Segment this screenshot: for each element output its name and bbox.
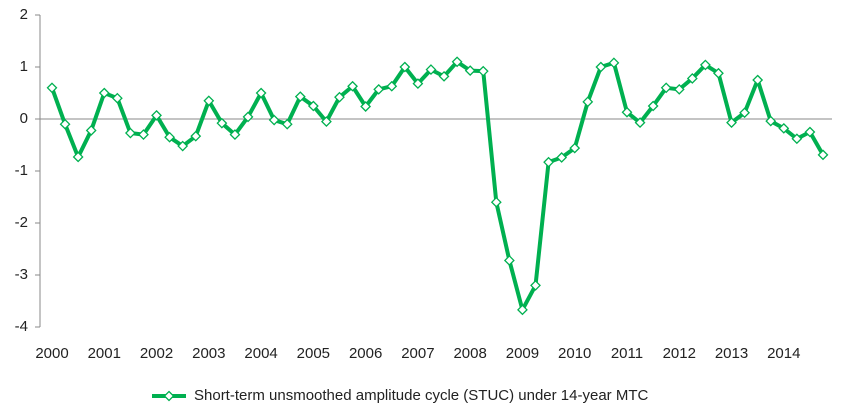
marker: [791, 133, 803, 145]
marker: [203, 95, 215, 107]
y-tick-label: 0: [20, 110, 28, 127]
marker: [111, 92, 123, 104]
marker: [386, 80, 398, 92]
marker: [177, 140, 189, 152]
marker: [425, 64, 437, 76]
marker: [464, 65, 476, 77]
marker: [752, 74, 764, 86]
x-tick-label: 2005: [297, 345, 330, 362]
y-tick-label: -2: [15, 214, 28, 231]
marker: [556, 152, 568, 163]
marker: [621, 106, 633, 118]
x-tick-label: 2004: [244, 345, 277, 362]
marker: [321, 116, 332, 128]
marker: [164, 131, 176, 143]
x-tick-label: 2006: [349, 345, 382, 362]
marker: [438, 70, 450, 82]
marker: [347, 80, 358, 92]
marker: [647, 100, 659, 112]
y-tick-label: -4: [15, 318, 28, 335]
marker: [268, 114, 280, 126]
marker: [517, 304, 528, 316]
x-tick-label: 2007: [401, 345, 434, 362]
y-tick-label: -3: [15, 266, 28, 283]
y-tick-label: -1: [15, 162, 28, 179]
x-tick-label: 2000: [35, 345, 68, 362]
marker: [817, 149, 829, 161]
marker: [595, 61, 607, 73]
marker: [530, 279, 541, 291]
x-tick-label: 2011: [611, 345, 643, 362]
marker: [399, 61, 411, 73]
x-tick-label: 2002: [140, 345, 173, 362]
marker: [46, 82, 58, 94]
marker: [804, 126, 816, 138]
marker: [451, 56, 463, 68]
marker: [569, 142, 581, 154]
marker: [242, 111, 254, 123]
marker: [281, 118, 293, 130]
marker: [85, 125, 97, 136]
marker: [765, 115, 777, 127]
legend-label: Short-term unsmoothed amplitude cycle (S…: [194, 387, 648, 404]
y-tick-label: 2: [20, 6, 28, 23]
marker: [503, 255, 515, 266]
marker: [151, 109, 162, 121]
x-tick-label: 2001: [88, 345, 121, 362]
marker: [778, 122, 790, 134]
marker: [216, 117, 228, 129]
marker: [72, 151, 84, 163]
marker: [543, 156, 554, 168]
legend-marker: [163, 390, 175, 402]
x-tick-label: 2009: [506, 345, 539, 362]
x-tick-label: 2013: [715, 345, 748, 362]
marker: [138, 129, 149, 141]
marker: [686, 73, 698, 84]
marker: [59, 118, 71, 130]
marker: [699, 59, 711, 71]
marker: [490, 196, 502, 208]
marker: [294, 91, 306, 103]
marker: [124, 127, 136, 139]
marker: [673, 83, 685, 95]
x-tick-label: 2012: [663, 345, 696, 362]
y-tick-label: 1: [20, 58, 28, 75]
line: [50, 59, 825, 312]
marker: [255, 87, 267, 99]
marker: [713, 67, 724, 79]
marker: [634, 117, 646, 129]
marker: [412, 78, 424, 90]
marker: [98, 87, 110, 99]
marker: [739, 107, 751, 119]
x-tick-label: 2008: [453, 345, 486, 362]
marker: [582, 96, 594, 108]
marker: [477, 65, 489, 77]
x-tick-label: 2010: [558, 345, 591, 362]
marker: [190, 130, 202, 142]
marker: [726, 117, 737, 129]
x-tick-label: 2014: [767, 345, 800, 362]
marker: [660, 82, 672, 94]
x-tick-label: 2003: [192, 345, 225, 362]
marker: [360, 101, 372, 112]
marker: [334, 91, 345, 103]
marker: [608, 57, 620, 69]
marker: [307, 100, 319, 112]
marker: [229, 129, 241, 141]
marker: [373, 83, 385, 95]
